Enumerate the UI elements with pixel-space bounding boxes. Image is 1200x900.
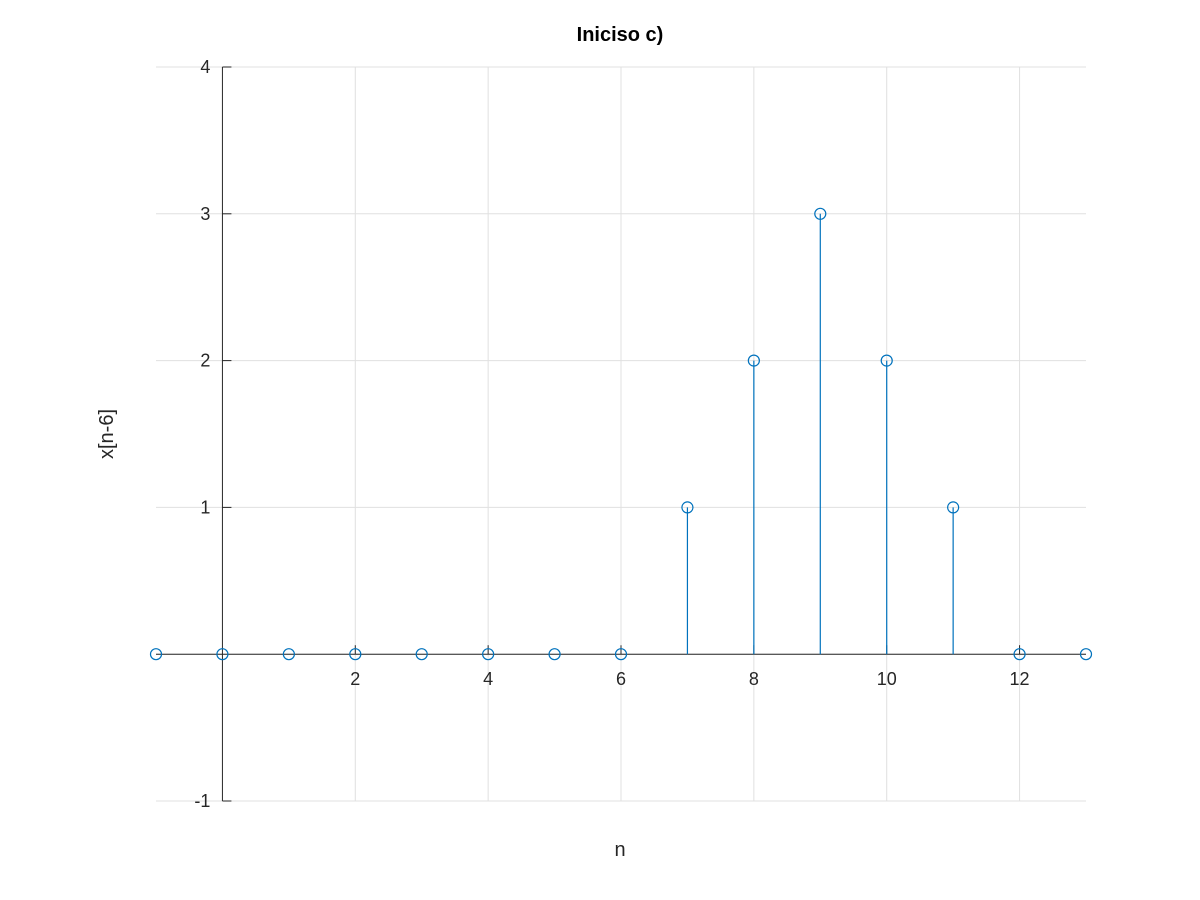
stem-marker xyxy=(614,648,628,661)
stem-marker xyxy=(149,648,163,661)
y-tick-label: 1 xyxy=(200,497,210,517)
stem-marker xyxy=(1013,648,1026,661)
chart-title: Iniciso c) xyxy=(577,24,664,46)
y-axis-label: x[n-6] xyxy=(96,409,118,459)
y-tick-label: 4 xyxy=(200,57,210,77)
stem-marker xyxy=(947,501,960,514)
stem-marker xyxy=(349,648,362,661)
stem-marker xyxy=(814,207,827,220)
x-tick-label: 4 xyxy=(483,669,493,689)
stem-marker xyxy=(282,648,295,661)
y-tick-label: 2 xyxy=(200,351,210,371)
x-axis-label: n xyxy=(614,839,625,861)
stem-marker xyxy=(415,648,428,661)
axes xyxy=(156,66,1086,802)
x-tick-label: 8 xyxy=(749,669,759,689)
x-tick-label: 2 xyxy=(350,669,360,689)
stem-marker xyxy=(548,648,561,661)
x-tick-label: 6 xyxy=(616,669,626,689)
stem-marker xyxy=(482,648,495,661)
stem-series xyxy=(149,207,1093,661)
stem-marker xyxy=(1079,648,1093,661)
x-tick-label: 10 xyxy=(877,669,897,689)
y-tick-label: -1 xyxy=(194,791,210,811)
stem-marker xyxy=(747,354,760,367)
x-tick-label: 12 xyxy=(1010,669,1030,689)
y-tick-label: 3 xyxy=(200,204,210,224)
stem-marker xyxy=(681,501,694,514)
stem-marker xyxy=(216,648,229,661)
stem-marker xyxy=(880,354,893,367)
